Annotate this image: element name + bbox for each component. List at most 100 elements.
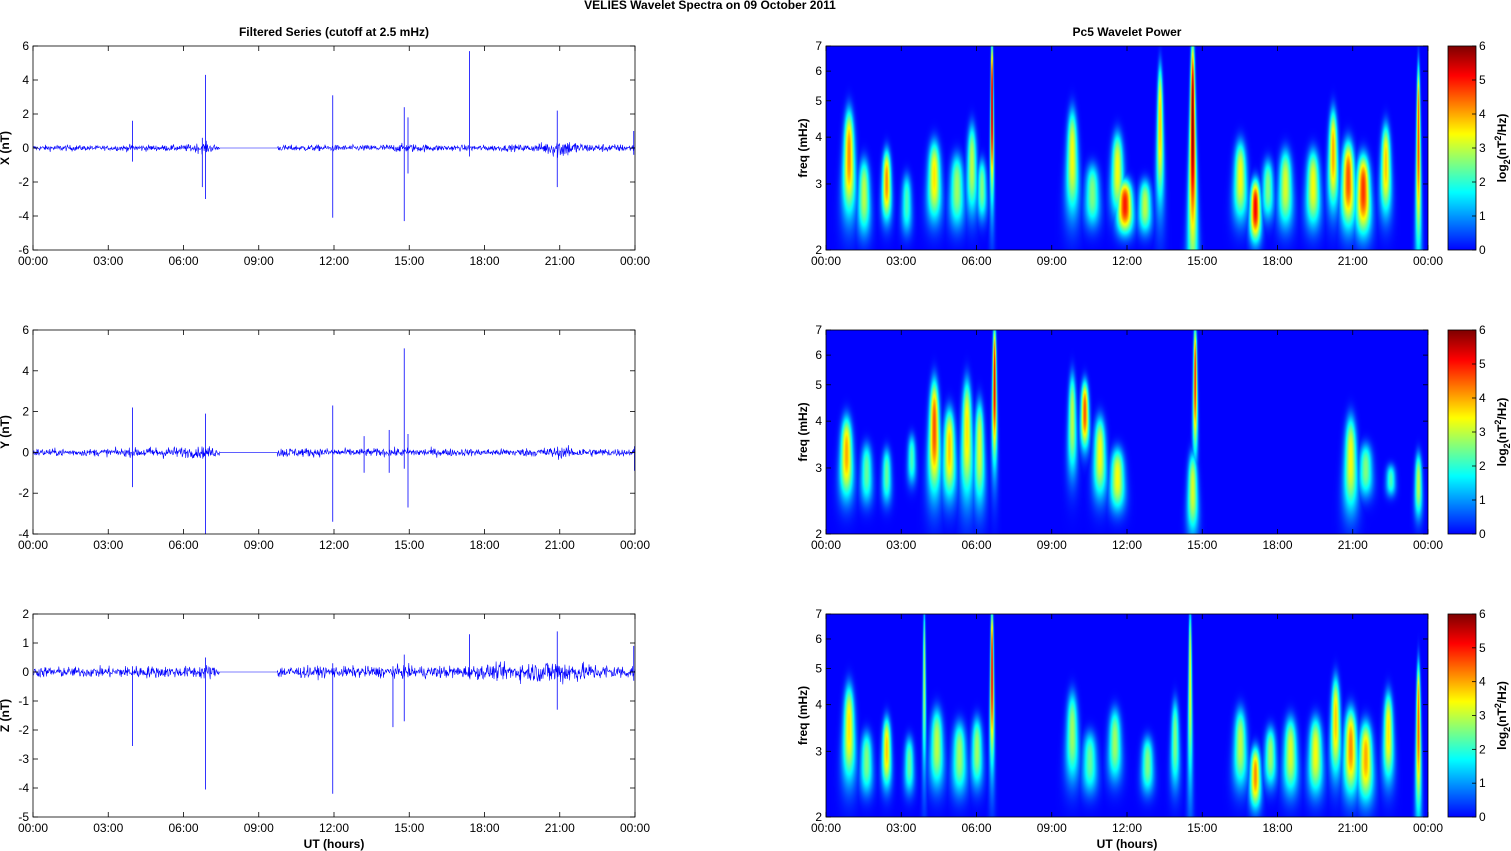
plot-frame bbox=[32, 613, 636, 818]
colorbar-tick-label: 3 bbox=[1479, 425, 1486, 439]
x-tick-label: 12:00 bbox=[1112, 254, 1142, 268]
y-tick-label: 6 bbox=[815, 64, 822, 78]
x-tick-label: 09:00 bbox=[244, 254, 274, 268]
y-tick-label: 2 bbox=[22, 405, 29, 419]
x-tick-label: 00:00 bbox=[18, 821, 48, 835]
x-tick-label: 18:00 bbox=[469, 254, 499, 268]
y-tick-label: 4 bbox=[22, 364, 29, 378]
x-tick-label: 00:00 bbox=[1413, 821, 1443, 835]
figure-title: VELIES Wavelet Spectra on 09 October 201… bbox=[584, 0, 836, 12]
colorbar-tick-label: 1 bbox=[1479, 493, 1486, 507]
x-tick-label: 00:00 bbox=[811, 254, 841, 268]
y-tick-label: 7 bbox=[815, 607, 822, 621]
x-tick-label: 21:00 bbox=[545, 538, 575, 552]
y-axis-label: X (nT) bbox=[0, 131, 12, 165]
y-tick-label: 6 bbox=[815, 632, 822, 646]
y-tick-label: 5 bbox=[815, 662, 822, 676]
colorbar-gradient bbox=[1448, 614, 1476, 817]
y-tick-label: 0 bbox=[22, 445, 29, 459]
x-tick-label: 00:00 bbox=[18, 538, 48, 552]
y-tick-label: 6 bbox=[815, 348, 822, 362]
colorbar-tick-label: 5 bbox=[1479, 73, 1486, 87]
x-axis-label: UT (hours) bbox=[1097, 837, 1158, 851]
x-tick-label: 12:00 bbox=[319, 821, 349, 835]
x-tick-label: 12:00 bbox=[319, 538, 349, 552]
colorbar-gradient bbox=[1448, 46, 1476, 250]
x-tick-label: 06:00 bbox=[961, 254, 991, 268]
colorbar-tick-label: 5 bbox=[1479, 641, 1486, 655]
x-tick-label: 21:00 bbox=[1338, 254, 1368, 268]
y-tick-label: 2 bbox=[815, 527, 822, 541]
x-tick-label: 09:00 bbox=[1037, 538, 1067, 552]
x-tick-label: 03:00 bbox=[886, 254, 916, 268]
y-axis-label: freq (mHz) bbox=[796, 686, 810, 745]
colorbar-tick-label: 0 bbox=[1479, 527, 1486, 541]
x-tick-label: 18:00 bbox=[1262, 254, 1292, 268]
y-tick-label: 6 bbox=[22, 39, 29, 53]
colorbar-label: log2(nT2/Hz) bbox=[1493, 398, 1511, 467]
series-trace bbox=[32, 661, 636, 685]
timeseries-panel-ts-y: 00:00 03:00 06:00 09:00 12:00 15:00 18:00 21:00… bbox=[0, 323, 650, 552]
wavelet-panel-wp-y: 00:00 03:00 06:00 09:00 12:00 15:00 18:00 21:00… bbox=[796, 323, 1511, 552]
x-tick-label: 00:00 bbox=[1413, 254, 1443, 268]
colorbar-canvas bbox=[1448, 46, 1476, 250]
y-tick-label: 7 bbox=[815, 323, 822, 337]
colorbar-tick-label: 1 bbox=[1479, 209, 1486, 223]
y-tick-label: 7 bbox=[815, 39, 822, 53]
x-tick-label: 06:00 bbox=[961, 538, 991, 552]
colorbar-tick-label: 4 bbox=[1479, 391, 1486, 405]
y-tick-label: 2 bbox=[815, 243, 822, 257]
x-tick-label: 15:00 bbox=[394, 254, 424, 268]
x-tick-label: 15:00 bbox=[1187, 821, 1217, 835]
y-tick-label: -4 bbox=[18, 781, 29, 795]
x-tick-label: 06:00 bbox=[168, 254, 198, 268]
x-tick-label: 09:00 bbox=[1037, 254, 1067, 268]
x-tick-label: 03:00 bbox=[93, 821, 123, 835]
y-axis-label: Z (nT) bbox=[0, 699, 12, 732]
x-tick-label: 03:00 bbox=[93, 254, 123, 268]
x-tick-label: 21:00 bbox=[545, 254, 575, 268]
x-tick-label: 00:00 bbox=[1413, 538, 1443, 552]
x-tick-label: 18:00 bbox=[469, 821, 499, 835]
y-tick-label: -4 bbox=[18, 209, 29, 223]
colorbar-tick-label: 0 bbox=[1479, 243, 1486, 257]
panel-title: Pc5 Wavelet Power bbox=[1073, 25, 1182, 39]
x-tick-label: 00:00 bbox=[811, 538, 841, 552]
y-tick-label: -3 bbox=[18, 752, 29, 766]
y-tick-label: 6 bbox=[22, 323, 29, 337]
x-tick-label: 03:00 bbox=[93, 538, 123, 552]
colorbar: 0 1 2 3 4 5 6 log2(nT2/Hz) bbox=[1447, 39, 1511, 257]
y-axis-label: freq (mHz) bbox=[796, 118, 810, 177]
y-tick-label: 3 bbox=[815, 177, 822, 191]
x-tick-label: 09:00 bbox=[244, 821, 274, 835]
x-tick-label: 21:00 bbox=[545, 821, 575, 835]
x-tick-label: 18:00 bbox=[469, 538, 499, 552]
colorbar-tick-label: 0 bbox=[1479, 810, 1486, 824]
x-tick-label: 18:00 bbox=[1262, 821, 1292, 835]
colorbar-tick-label: 2 bbox=[1479, 459, 1486, 473]
colorbar: 0 1 2 3 4 5 6 log2(nT2/Hz) bbox=[1447, 323, 1511, 541]
y-tick-label: 3 bbox=[815, 744, 822, 758]
plot-frame bbox=[32, 329, 636, 535]
y-tick-label: -2 bbox=[18, 175, 29, 189]
x-tick-label: 09:00 bbox=[1037, 821, 1067, 835]
x-tick-label: 00:00 bbox=[18, 254, 48, 268]
x-tick-label: 03:00 bbox=[886, 538, 916, 552]
y-tick-label: 4 bbox=[815, 130, 822, 144]
colorbar-label: log2(nT2/Hz) bbox=[1493, 114, 1511, 183]
y-tick-label: -2 bbox=[18, 723, 29, 737]
panel-title: Filtered Series (cutoff at 2.5 mHz) bbox=[239, 25, 429, 39]
y-tick-label: 0 bbox=[22, 141, 29, 155]
colorbar-canvas bbox=[1448, 614, 1476, 817]
y-tick-label: -6 bbox=[18, 243, 29, 257]
x-tick-label: 00:00 bbox=[620, 254, 650, 268]
colorbar-tick-label: 4 bbox=[1479, 675, 1486, 689]
y-axis-label: freq (mHz) bbox=[796, 402, 810, 461]
x-tick-label: 15:00 bbox=[1187, 254, 1217, 268]
colorbar-gradient bbox=[1448, 330, 1476, 534]
colorbar-tick-label: 2 bbox=[1479, 742, 1486, 756]
colorbar-tick-label: 2 bbox=[1479, 175, 1486, 189]
wavelet-canvas bbox=[826, 330, 1428, 534]
wavelet-canvas bbox=[826, 614, 1428, 817]
x-tick-label: 00:00 bbox=[620, 821, 650, 835]
